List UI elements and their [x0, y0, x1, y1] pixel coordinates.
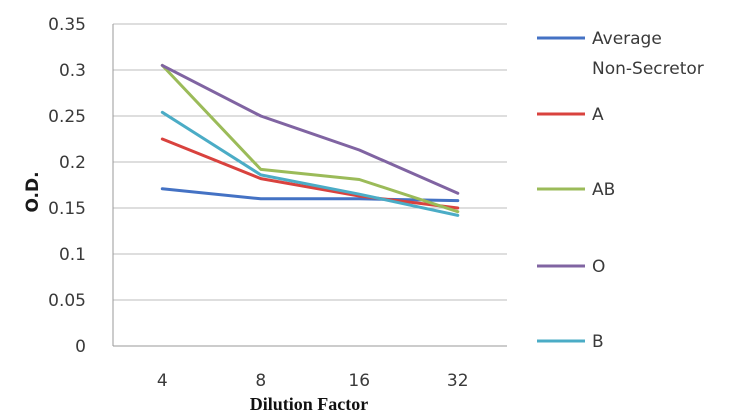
legend-label-3: O: [592, 257, 605, 277]
series-line-4: [160, 110, 460, 217]
x-tick-label: 32: [447, 371, 469, 391]
gridlines: [112, 23, 507, 347]
y-tick-label: 0.15: [48, 199, 86, 219]
legend-label-4: B: [592, 332, 604, 352]
y-tick-label: 0.05: [48, 291, 86, 311]
series-line-3: [160, 63, 460, 195]
x-axis-title: Dilution Factor: [250, 394, 369, 414]
y-tick-label: 0: [75, 337, 86, 357]
x-tick-labels: 4 8 16 32: [157, 371, 469, 391]
y-tick-label: 0.35: [48, 15, 86, 35]
legend-label-0: Average Non-Secretor: [592, 29, 704, 79]
y-tick-label: 0.3: [59, 61, 86, 81]
y-axis-title: O.D.: [23, 171, 43, 212]
y-tick-labels: 0 0.05 0.1 0.15 0.2 0.25 0.3 0.35: [48, 15, 86, 357]
x-tick-label: 8: [255, 371, 266, 391]
legend-label-2: AB: [592, 180, 615, 200]
legend: Average Non-Secretor A AB O B: [537, 29, 704, 352]
series-lines: [160, 63, 460, 217]
x-tick-label: 16: [348, 371, 370, 391]
y-tick-label: 0.25: [48, 107, 86, 127]
x-tick-label: 4: [157, 371, 168, 391]
series-line-1: [160, 137, 460, 210]
y-tick-label: 0.1: [59, 245, 86, 265]
series-line-0: [160, 187, 460, 203]
series-line-2: [160, 63, 460, 214]
legend-label-1: A: [592, 105, 604, 125]
y-tick-label: 0.2: [59, 153, 86, 173]
